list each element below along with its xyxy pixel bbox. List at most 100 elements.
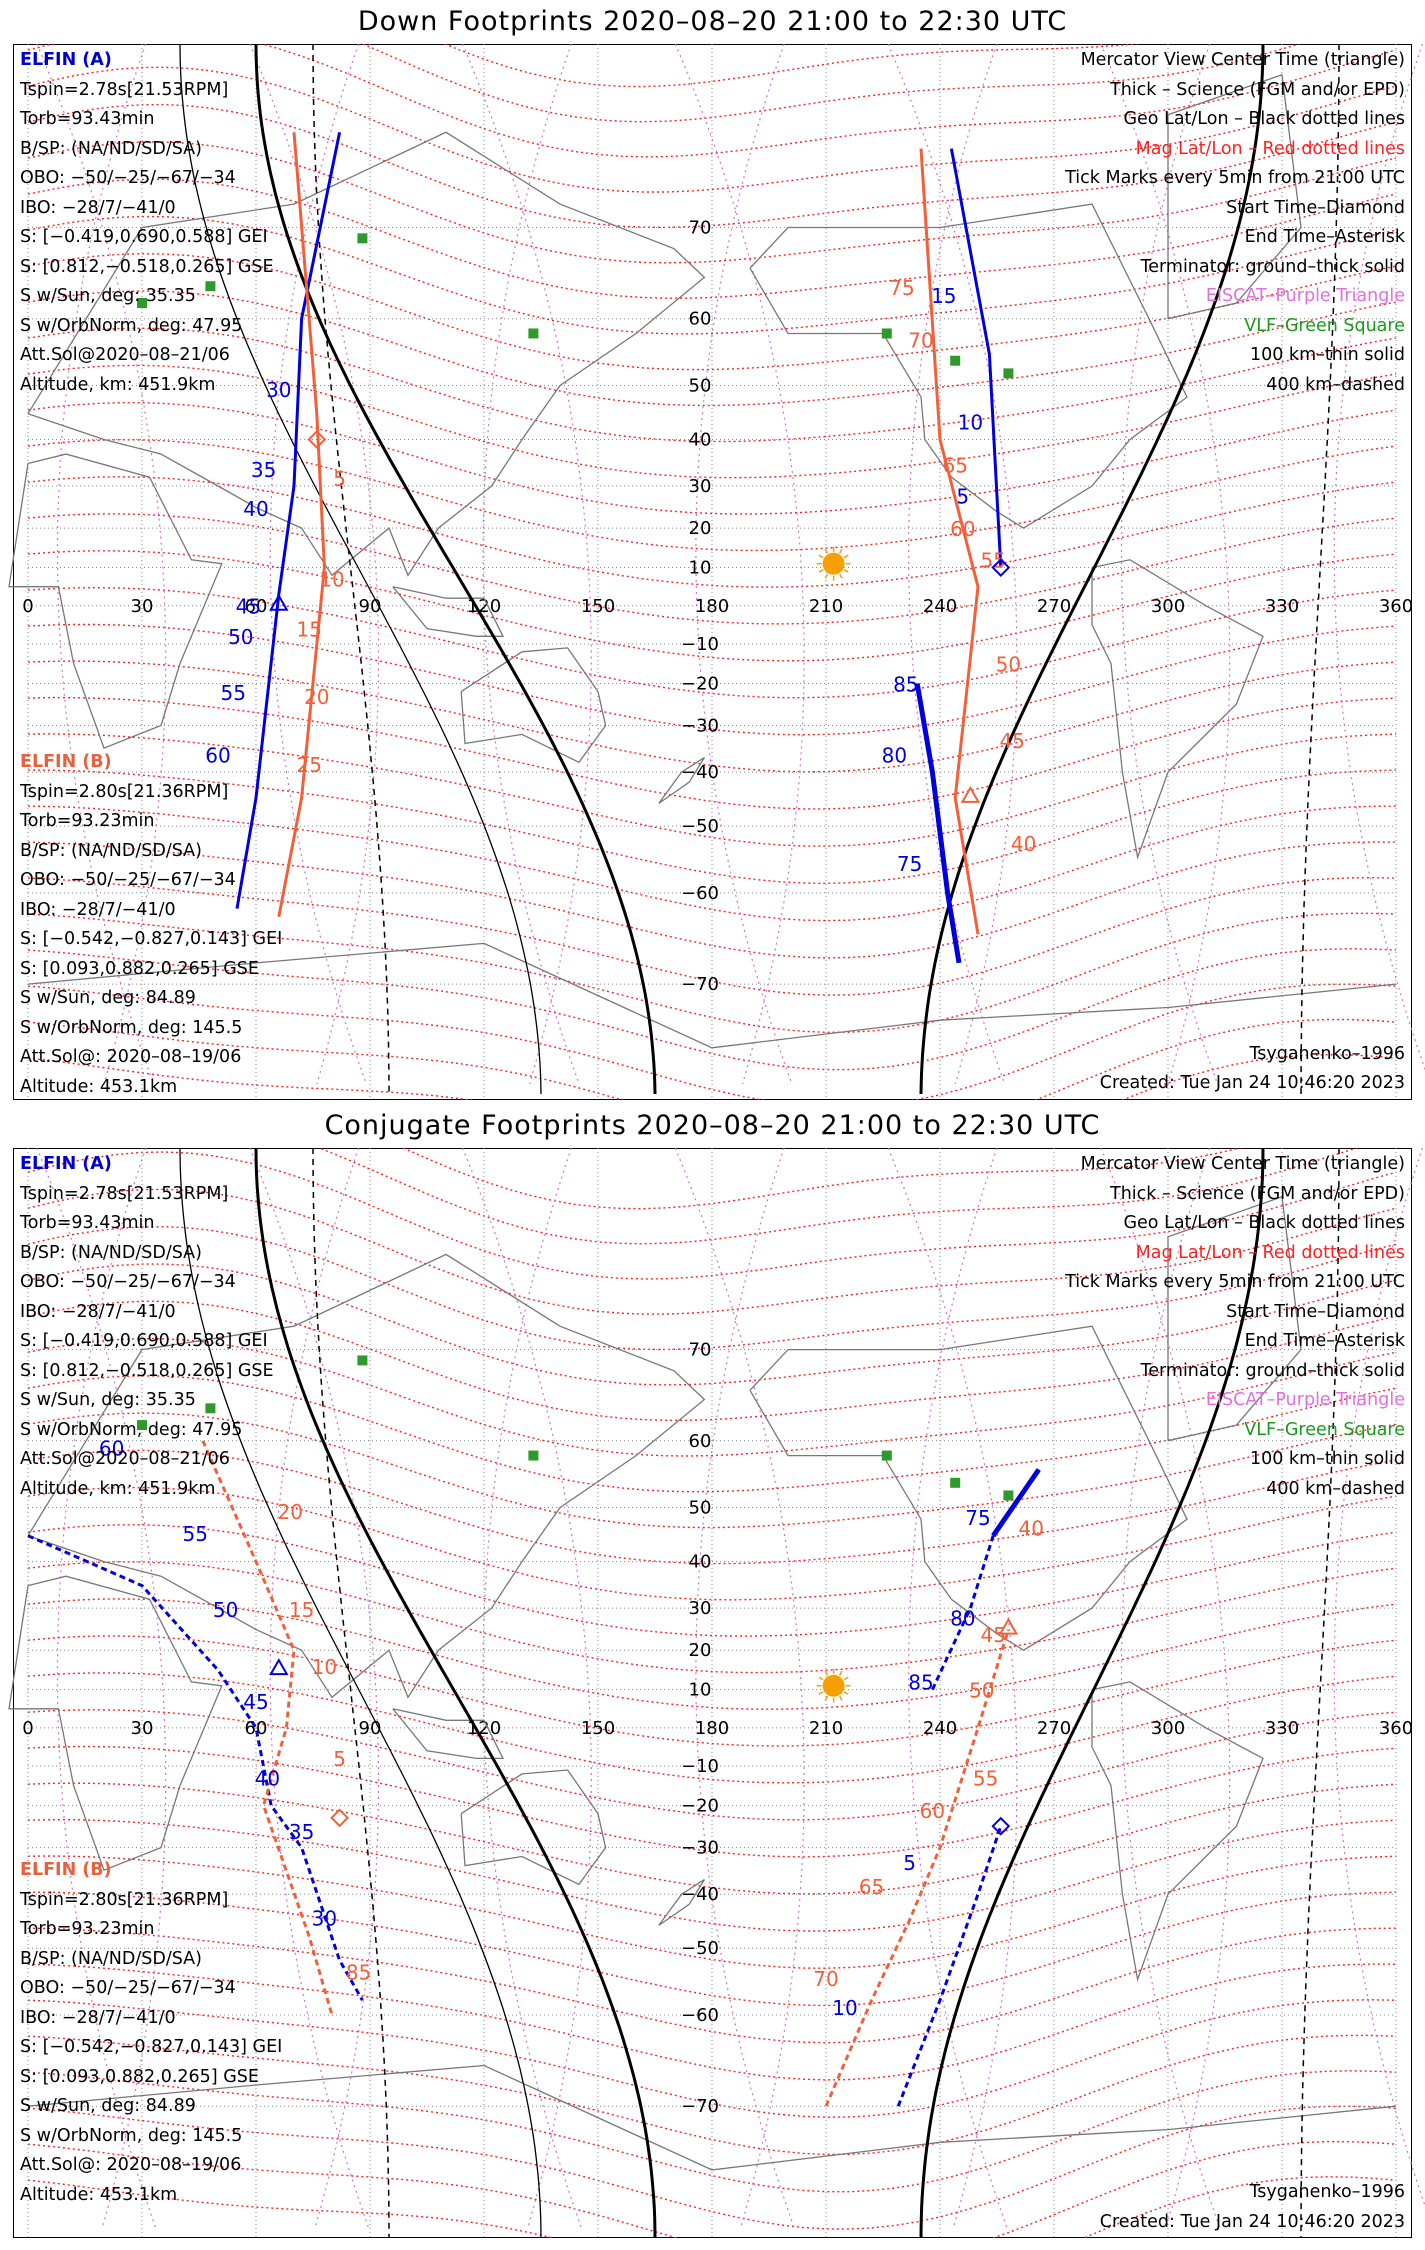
lon-tick-label: 240 <box>923 1718 957 1739</box>
lat-tick-label: −30 <box>681 716 719 737</box>
mag-lon-line <box>908 1148 1008 2229</box>
mag-lon-line <box>249 1148 380 2229</box>
elfin-b-param: Att.Sol@: 2020–08–19/06 <box>20 2155 242 2175</box>
vlf-station-square <box>528 1450 539 1461</box>
lon-tick-label: 150 <box>581 596 615 617</box>
track-tick-label: 85 <box>893 673 918 697</box>
elfin-b-param: OBO: −50/−25/−67/−34 <box>20 870 236 890</box>
mag-lat-line <box>27 252 1397 371</box>
elfin-a-param: OBO: −50/−25/−67/−34 <box>20 1272 236 1292</box>
altitude-100km-line <box>179 1148 542 2238</box>
track-tick-label: 40 <box>255 1767 280 1791</box>
mag-lat-line <box>361 44 1302 123</box>
elfin-b-param: S: [0.093,0.882,0.265] GSE <box>20 2066 259 2087</box>
lat-tick-label: 60 <box>689 309 712 330</box>
mag-lat-line <box>27 1188 1397 1315</box>
terminator-line <box>254 44 657 1095</box>
mag-lat-line <box>27 948 1397 1071</box>
elfin-a-param: S w/Sun, deg: 35.35 <box>20 1390 196 1410</box>
track-tick-label: 85 <box>346 1961 371 1985</box>
lat-tick-label: 30 <box>689 476 712 497</box>
track-tick-label: 45 <box>243 1690 268 1714</box>
elfin-a-param: IBO: −28/7/−41/0 <box>20 197 176 218</box>
sun-ray <box>843 1691 849 1695</box>
elfin-a-param: S w/Sun, deg: 35.35 <box>20 286 196 306</box>
coastline <box>1091 1681 1264 1983</box>
terminator-line <box>919 1148 1265 2238</box>
coastline <box>1167 73 1302 320</box>
track-tick-label: 15 <box>289 1598 314 1622</box>
mag-lon-line <box>36 1148 167 2229</box>
lat-tick-label: −60 <box>681 2005 719 2026</box>
track-tick-label: 75 <box>965 1506 990 1530</box>
lon-tick-label: 330 <box>1265 1718 1299 1739</box>
mag-lon-line <box>56 1148 157 2229</box>
track-tick-label: 60 <box>950 517 975 541</box>
legend-entry: EISCAT–Purple Triangle <box>1205 1390 1405 1410</box>
lat-tick-label: 50 <box>689 1498 712 1519</box>
legend-entry: 100 km–thin solid <box>1249 345 1405 365</box>
sun-ray <box>824 573 829 579</box>
sun-ray <box>818 1676 824 1681</box>
legend-entry: Tick Marks every 5min from 21:00 UTC <box>1065 1272 1405 1292</box>
elfin-b-param: B/SP: (NA/ND/SD/SA) <box>20 1948 202 1969</box>
lat-tick-label: 70 <box>689 1340 712 1361</box>
elfin-a-param: Att.Sol@2020–08–21/06 <box>20 1449 230 1469</box>
elfin-b-param: S w/Sun, deg: 84.89 <box>20 988 196 1008</box>
sun-ray <box>824 1670 829 1676</box>
lon-tick-label: 0 <box>22 596 33 617</box>
track-tick-label: 70 <box>813 1967 838 1991</box>
map-canvas: 0 30 60 90 120 150 180 210 240 270 300 330 360 70 60 50… <box>8 1148 1425 2238</box>
track-tick-label: 50 <box>996 652 1021 676</box>
elfin-a-param: B/SP: (NA/ND/SD/SA) <box>20 1242 202 1263</box>
lon-tick-label: 300 <box>1151 1718 1185 1739</box>
mag-lat-line <box>27 1375 1397 1493</box>
coastline <box>1091 559 1264 860</box>
mag-lat-line <box>27 1337 1397 1457</box>
mag-lon-line <box>1100 1148 1231 2229</box>
elfin-a-param: Altitude, km: 451.9km <box>20 374 216 395</box>
coastline <box>749 1325 1188 1651</box>
lon-tick-label: 270 <box>1037 1718 1071 1739</box>
lat-tick-label: −40 <box>681 762 719 783</box>
track-tick-label: 40 <box>1011 832 1036 856</box>
coastline <box>27 2064 1397 2171</box>
track-tick-label: 5 <box>333 1747 346 1771</box>
track-tick-label: 15 <box>296 617 321 641</box>
mag-lat-line <box>27 1891 1397 2007</box>
lat-tick-label: −60 <box>681 883 719 904</box>
lon-tick-label: 90 <box>359 596 382 617</box>
sun-ray <box>818 1691 824 1695</box>
orbit-track <box>824 1629 1010 2107</box>
vlf-station-square <box>881 328 892 339</box>
mag-lat-line <box>27 1524 1397 1637</box>
lat-tick-label: −20 <box>681 1796 719 1817</box>
lon-tick-label: 270 <box>1037 596 1071 617</box>
track-tick-label: 75 <box>889 276 914 300</box>
track-tick-label: 5 <box>903 1851 916 1875</box>
mag-lat-line <box>27 1225 1397 1351</box>
legend-entry: Thick – Science (FGM and/or EPD) <box>1110 79 1405 100</box>
elfin-b-param: IBO: −28/7/−41/0 <box>20 899 176 920</box>
track-tick-label: 45 <box>999 729 1024 753</box>
start-diamond-icon <box>307 430 327 449</box>
mag-lon-line <box>1333 1148 1425 2208</box>
sun-icon <box>822 552 845 575</box>
mag-lat-line <box>27 1927 1397 2044</box>
lon-tick-label: 210 <box>809 596 843 617</box>
sun-ray <box>838 1695 843 1701</box>
created-label: Created: Tue Jan 24 10:46:20 2023 <box>1099 2212 1405 2232</box>
elfin-a-param: Torb=93.43min <box>20 109 155 129</box>
coastline <box>658 1879 705 1926</box>
start-diamond-icon <box>991 558 1011 577</box>
lon-tick-label: 30 <box>131 596 154 617</box>
mag-lon-line <box>1120 44 1219 1085</box>
elfin-a-param: B/SP: (NA/ND/SD/SA) <box>20 138 202 159</box>
legend-entry: Start Time–Diamond <box>1226 1301 1405 1322</box>
legend-entry: Thick – Science (FGM and/or EPD) <box>1110 1183 1405 1204</box>
track-tick-label: 20 <box>304 685 329 709</box>
elfin-b-param: S: [−0.542,−0.827,0.143] GEI <box>20 2037 283 2057</box>
terminator-line <box>919 44 1265 1095</box>
vlf-station-square <box>950 355 961 366</box>
mag-lon-line <box>908 44 1006 1085</box>
